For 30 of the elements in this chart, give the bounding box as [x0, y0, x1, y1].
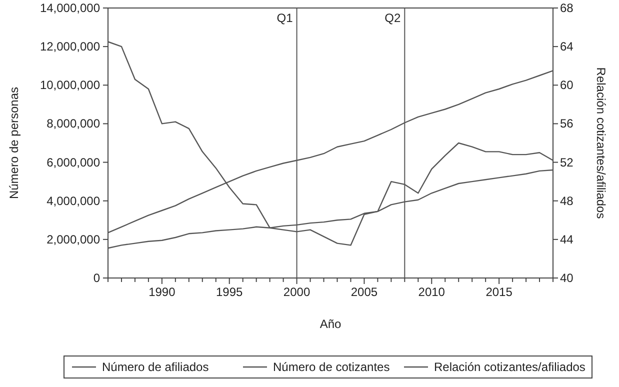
y-tick-label: 6,000,000 [46, 155, 100, 170]
y2-tick-label: 56 [560, 116, 574, 131]
y2-tick-label: 60 [560, 78, 574, 92]
y2-tick-label: 48 [560, 194, 574, 208]
y-tick-label: 8,000,000 [46, 116, 100, 131]
legend-label: Relación cotizantes/afiliados [434, 360, 586, 374]
y-tick-label: 0 [93, 271, 100, 285]
x-tick-label: 2005 [350, 285, 378, 299]
y2-tick-label: 52 [560, 155, 574, 170]
y2-tick-label: 64 [560, 40, 574, 54]
x-tick-label: 2010 [418, 285, 446, 299]
y-tick-label: 4,000,000 [46, 194, 100, 208]
y2-tick-label: 40 [560, 271, 574, 285]
x-tick-label: 1995 [216, 285, 244, 299]
y-tick-label: 12,000,000 [40, 40, 100, 54]
x-tick-label: 2000 [283, 285, 310, 299]
x-tick-label: 1990 [148, 285, 176, 299]
y-tick-label: 10,000,000 [40, 78, 100, 92]
ref-line-label: Q1 [276, 11, 294, 25]
y2-tick-label: 44 [560, 232, 574, 246]
legend-label: Número de cotizantes [273, 360, 390, 374]
x-axis-title: Año [320, 317, 342, 331]
ref-line-label: Q2 [384, 11, 401, 25]
y2-axis-title: Relación cotizantes/afiliados [594, 67, 608, 219]
y2-tick-label: 68 [560, 1, 574, 15]
y-tick-label: 2,000,000 [46, 232, 100, 246]
y-axis-title: Número de personas [7, 86, 21, 200]
y-tick-label: 14,000,000 [40, 1, 100, 15]
x-tick-label: 2015 [486, 285, 513, 299]
legend-label: Número de afiliados [102, 360, 209, 374]
